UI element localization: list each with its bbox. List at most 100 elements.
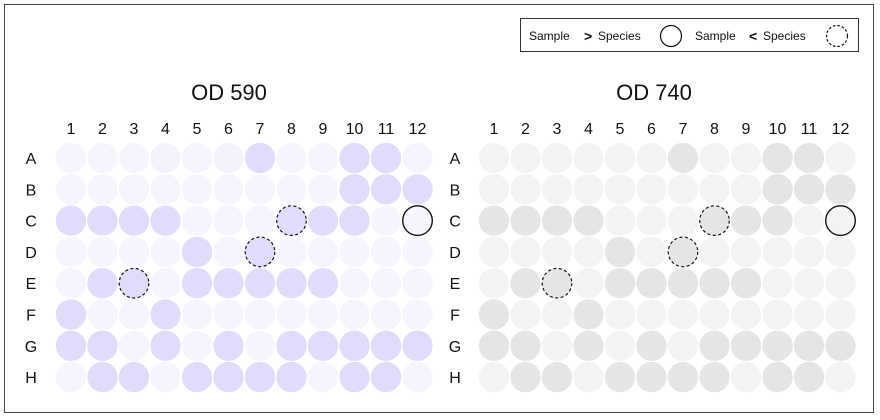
well-E12 (825, 268, 856, 299)
column-label-11: 11 (378, 121, 395, 138)
well-A6 (636, 142, 667, 174)
well-A3 (118, 142, 150, 174)
well-F11 (793, 299, 825, 330)
well-F4 (573, 299, 604, 330)
well-D11 (793, 236, 825, 268)
well-G6 (636, 330, 667, 361)
well-G10 (339, 330, 370, 361)
well-A8 (276, 142, 307, 174)
well-G2 (510, 330, 541, 361)
well-G5 (604, 330, 636, 361)
column-label-3: 3 (553, 121, 562, 138)
well-D11 (370, 236, 402, 268)
marker-E3-sample-lt-species (118, 267, 150, 299)
well-B6 (636, 174, 667, 205)
well-H8 (699, 361, 730, 393)
legend-svg: Sample > Species Sample < Species (529, 24, 849, 48)
well-G6 (213, 330, 244, 361)
row-label-C: C (449, 214, 461, 231)
plate-title-od590: OD 590 (191, 80, 267, 105)
well-D4 (150, 236, 181, 268)
well-A10 (339, 142, 370, 174)
well-H12 (825, 361, 856, 393)
well-F10 (339, 299, 370, 330)
well-B3 (118, 174, 150, 205)
legend-lt-suffix: Species (763, 29, 806, 43)
well-F9 (307, 299, 339, 330)
well-D5 (181, 236, 213, 268)
legend-lt-symbol: < (749, 28, 757, 44)
well-E8 (276, 268, 307, 299)
well-F8 (276, 299, 307, 330)
well-G12 (402, 330, 433, 361)
well-H5 (604, 361, 636, 393)
marker-D7-sample-lt-species (667, 236, 699, 268)
well-G7 (244, 330, 276, 361)
well-B3 (541, 174, 573, 205)
plate-title-od740: OD 740 (616, 80, 692, 105)
row-label-E: E (26, 276, 37, 293)
well-C1 (478, 205, 510, 236)
well-H4 (150, 361, 181, 393)
well-G11 (370, 330, 402, 361)
well-G3 (118, 330, 150, 361)
well-F3 (118, 299, 150, 330)
well-B5 (604, 174, 636, 205)
row-label-G: G (449, 339, 461, 356)
well-D1 (478, 236, 510, 268)
well-G2 (87, 330, 118, 361)
row-label-F: F (450, 308, 460, 325)
well-C12 (825, 205, 856, 236)
row-label-C: C (25, 214, 37, 231)
column-label-8: 8 (287, 121, 296, 138)
well-A9 (307, 142, 339, 174)
row-label-F: F (26, 308, 36, 325)
well-E11 (793, 268, 825, 299)
column-label-9: 9 (742, 121, 751, 138)
well-C6 (636, 205, 667, 236)
well-B12 (402, 174, 433, 205)
column-label-6: 6 (647, 121, 656, 138)
well-B12 (825, 174, 856, 205)
well-G8 (276, 330, 307, 361)
well-B4 (573, 174, 604, 205)
well-C7 (667, 205, 699, 236)
well-F2 (510, 299, 541, 330)
well-C9 (730, 205, 762, 236)
well-G9 (730, 330, 762, 361)
well-A4 (573, 142, 604, 174)
column-label-12: 12 (832, 121, 850, 138)
legend-gt-label: Sample (529, 29, 570, 43)
well-D4 (573, 236, 604, 268)
well-F5 (604, 299, 636, 330)
well-D3 (118, 236, 150, 268)
column-label-4: 4 (584, 121, 593, 138)
well-A1 (55, 142, 87, 174)
well-H9 (307, 361, 339, 393)
column-label-5: 5 (616, 121, 625, 138)
well-E6 (636, 268, 667, 299)
marker-E3-sample-lt-species (541, 267, 573, 299)
marker-D7-sample-lt-species (244, 236, 276, 268)
well-H6 (636, 361, 667, 393)
well-H3 (541, 361, 573, 393)
column-label-4: 4 (161, 121, 170, 138)
well-E3 (541, 268, 573, 299)
well-D2 (87, 236, 118, 268)
well-E7 (667, 268, 699, 299)
row-label-A: A (26, 151, 37, 168)
column-label-9: 9 (319, 121, 328, 138)
well-C5 (181, 205, 213, 236)
well-D2 (510, 236, 541, 268)
well-B9 (730, 174, 762, 205)
well-H3 (118, 361, 150, 393)
row-label-A: A (450, 151, 461, 168)
well-F8 (699, 299, 730, 330)
well-A2 (87, 142, 118, 174)
well-E2 (510, 268, 541, 299)
well-B5 (181, 174, 213, 205)
well-C9 (307, 205, 339, 236)
well-E6 (213, 268, 244, 299)
well-B9 (307, 174, 339, 205)
well-F7 (667, 299, 699, 330)
